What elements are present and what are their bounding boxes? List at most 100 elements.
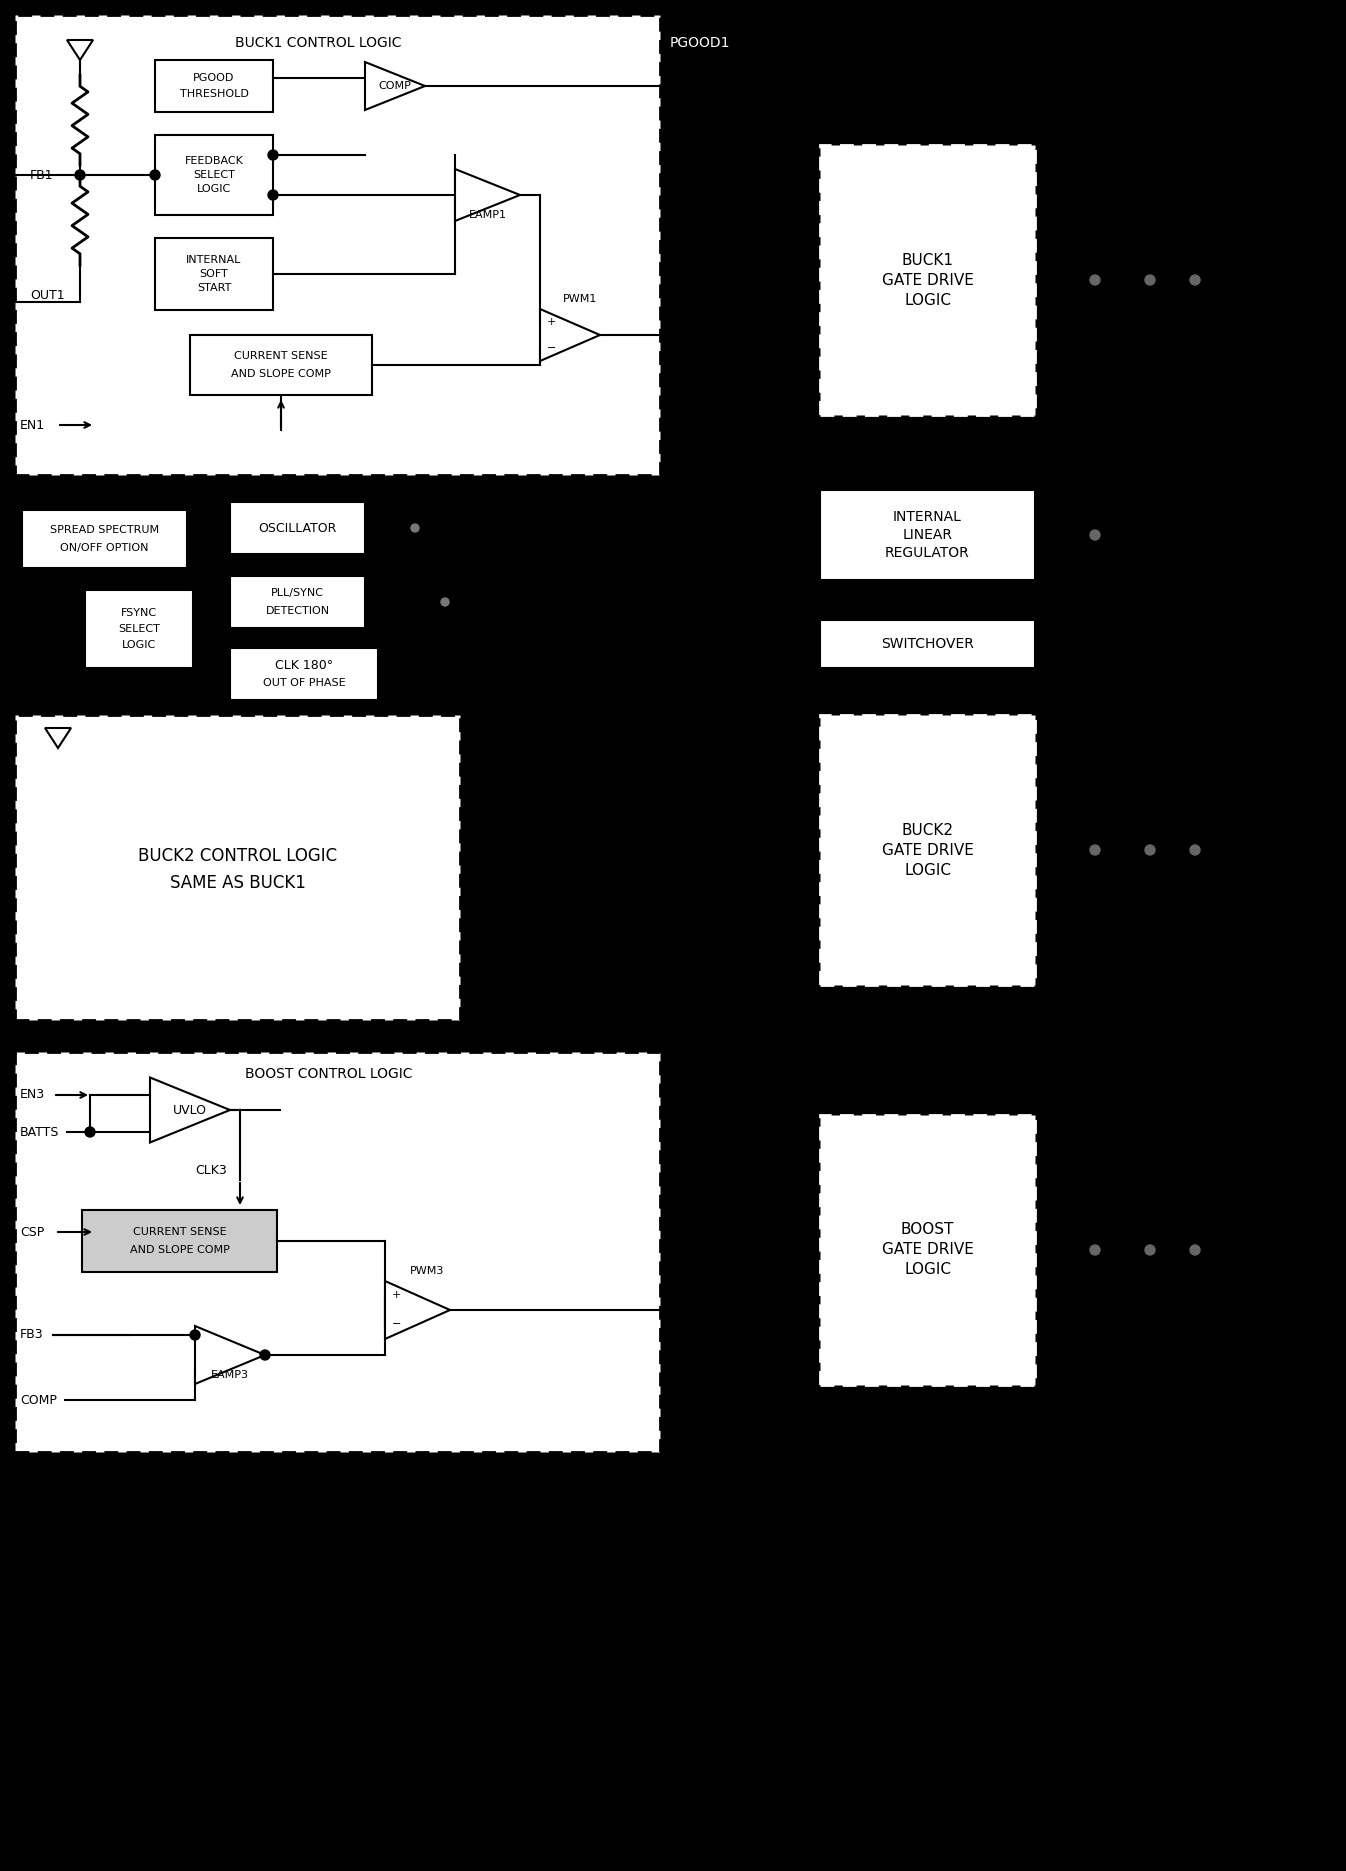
Text: +: +	[392, 1291, 401, 1300]
Text: +: +	[546, 316, 556, 327]
Text: BATTS: BATTS	[20, 1126, 59, 1138]
Text: FB3: FB3	[20, 1328, 43, 1342]
Bar	[820, 619, 1035, 668]
Bar	[155, 238, 273, 311]
Text: FSYNC: FSYNC	[121, 608, 157, 617]
Bar	[820, 144, 1035, 415]
Text: GATE DRIVE: GATE DRIVE	[882, 1242, 973, 1257]
Circle shape	[1090, 275, 1100, 284]
Text: BUCK2: BUCK2	[902, 823, 953, 838]
Circle shape	[1190, 275, 1201, 284]
Text: BUCK2 CONTROL LOGIC: BUCK2 CONTROL LOGIC	[137, 846, 336, 864]
Text: OUT OF PHASE: OUT OF PHASE	[262, 677, 346, 689]
Text: EAMP3: EAMP3	[211, 1370, 249, 1381]
Polygon shape	[540, 309, 600, 361]
Circle shape	[1090, 846, 1100, 855]
Bar	[230, 501, 365, 554]
Polygon shape	[67, 39, 93, 60]
Text: FEEDBACK: FEEDBACK	[184, 155, 244, 167]
Text: CURRENT SENSE: CURRENT SENSE	[133, 1227, 226, 1237]
Circle shape	[190, 1330, 201, 1340]
Text: CURRENT SENSE: CURRENT SENSE	[234, 352, 328, 361]
Bar	[15, 15, 660, 475]
Text: EN3: EN3	[20, 1089, 46, 1102]
Text: PGOOD: PGOOD	[194, 73, 234, 82]
Text: GATE DRIVE: GATE DRIVE	[882, 273, 973, 288]
Text: PWM3: PWM3	[411, 1267, 444, 1276]
Text: EAMP1: EAMP1	[468, 210, 506, 221]
Text: SAME AS BUCK1: SAME AS BUCK1	[170, 874, 306, 891]
Text: REGULATOR: REGULATOR	[886, 546, 970, 559]
Text: LOGIC: LOGIC	[122, 640, 156, 649]
Bar	[82, 1211, 277, 1272]
Circle shape	[1190, 1244, 1201, 1255]
Text: LOGIC: LOGIC	[905, 1263, 952, 1278]
Bar	[820, 715, 1035, 984]
Circle shape	[411, 524, 419, 531]
Circle shape	[1145, 275, 1155, 284]
Circle shape	[441, 599, 450, 606]
Text: AND SLOPE COMP: AND SLOPE COMP	[129, 1244, 229, 1255]
Text: −: −	[392, 1319, 401, 1330]
Bar	[820, 490, 1035, 580]
Text: PLL/SYNC: PLL/SYNC	[271, 587, 324, 599]
Text: LINEAR: LINEAR	[903, 528, 953, 543]
Circle shape	[85, 1126, 96, 1138]
Text: CLK3: CLK3	[195, 1164, 226, 1177]
Circle shape	[1145, 1244, 1155, 1255]
Circle shape	[1145, 846, 1155, 855]
Text: LOGIC: LOGIC	[197, 183, 232, 195]
Text: CSP: CSP	[20, 1226, 44, 1239]
Text: LOGIC: LOGIC	[905, 863, 952, 877]
Bar	[230, 576, 365, 629]
Text: INTERNAL: INTERNAL	[892, 511, 962, 524]
Text: AND SLOPE COMP: AND SLOPE COMP	[232, 369, 331, 380]
Bar	[155, 135, 273, 215]
Text: PWM1: PWM1	[563, 294, 598, 303]
Circle shape	[1190, 846, 1201, 855]
Text: BOOST CONTROL LOGIC: BOOST CONTROL LOGIC	[245, 1066, 412, 1081]
Text: LOGIC: LOGIC	[905, 292, 952, 307]
Text: DETECTION: DETECTION	[265, 606, 330, 616]
Bar	[190, 335, 371, 395]
Text: BUCK1 CONTROL LOGIC: BUCK1 CONTROL LOGIC	[236, 36, 401, 51]
Circle shape	[75, 170, 85, 180]
Text: SPREAD SPECTRUM: SPREAD SPECTRUM	[50, 526, 159, 535]
Text: SOFT: SOFT	[199, 269, 229, 279]
Bar	[15, 715, 460, 1020]
Polygon shape	[195, 1327, 265, 1385]
Text: SWITCHOVER: SWITCHOVER	[882, 636, 975, 651]
Text: INTERNAL: INTERNAL	[186, 254, 242, 266]
Text: GATE DRIVE: GATE DRIVE	[882, 842, 973, 857]
Bar	[820, 1115, 1035, 1385]
Bar	[15, 1052, 660, 1452]
Text: START: START	[197, 283, 232, 294]
Circle shape	[260, 1351, 271, 1360]
Text: BOOST: BOOST	[900, 1222, 954, 1237]
Bar	[22, 511, 187, 569]
Text: −: −	[546, 342, 556, 354]
Circle shape	[268, 150, 279, 161]
Text: EN1: EN1	[20, 419, 46, 432]
Bar	[155, 60, 273, 112]
Text: ON/OFF OPTION: ON/OFF OPTION	[61, 543, 149, 554]
Text: FB1: FB1	[30, 168, 54, 181]
Polygon shape	[44, 728, 71, 748]
Polygon shape	[455, 168, 520, 221]
Text: PGOOD1: PGOOD1	[670, 36, 731, 51]
Text: COMP: COMP	[20, 1394, 57, 1407]
Text: SELECT: SELECT	[192, 170, 236, 180]
Circle shape	[268, 191, 279, 200]
Circle shape	[1090, 529, 1100, 541]
Text: BUCK1: BUCK1	[902, 253, 953, 268]
Text: OSCILLATOR: OSCILLATOR	[258, 522, 336, 535]
Circle shape	[149, 170, 160, 180]
Bar	[85, 589, 192, 668]
Bar	[230, 647, 378, 700]
Circle shape	[1090, 1244, 1100, 1255]
Polygon shape	[385, 1282, 450, 1340]
Polygon shape	[149, 1078, 230, 1143]
Text: CLK 180°: CLK 180°	[275, 659, 332, 672]
Text: UVLO: UVLO	[174, 1104, 207, 1117]
Text: OUT1: OUT1	[30, 288, 65, 301]
